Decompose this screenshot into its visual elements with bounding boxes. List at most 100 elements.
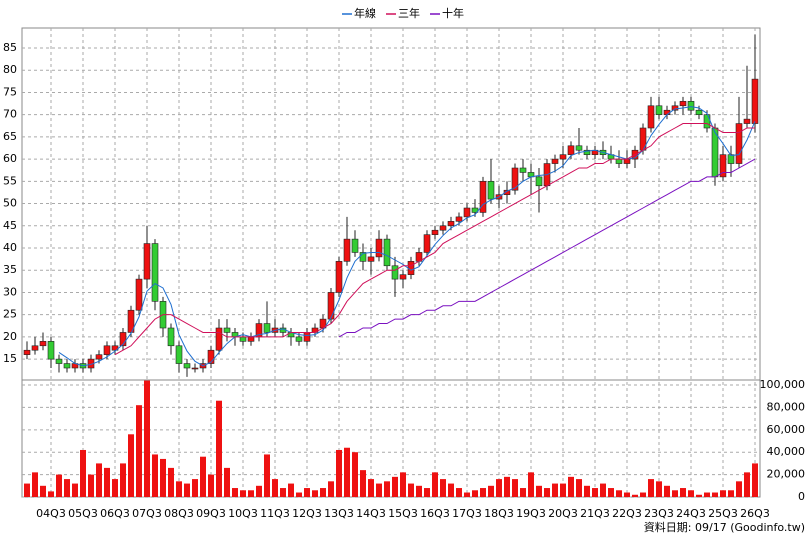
candle-body — [183, 363, 191, 369]
y-tick-label: 40 — [3, 241, 17, 254]
y-tick-label: 75 — [3, 85, 17, 98]
candle-body — [679, 101, 687, 107]
volume-bar — [184, 483, 190, 497]
y-tick-label: 15 — [3, 352, 17, 365]
volume-bar — [432, 472, 438, 497]
candle-body — [391, 265, 399, 280]
candle-body — [383, 238, 391, 267]
y-tick-label: 70 — [3, 108, 17, 121]
candle-body — [567, 145, 575, 155]
volume-bar — [728, 490, 734, 497]
volume-bar — [672, 490, 678, 497]
volume-bar — [256, 485, 262, 497]
volume-bar — [600, 483, 606, 497]
volume-bar — [48, 491, 54, 497]
volume-bar — [248, 490, 254, 497]
candle-body — [31, 345, 39, 351]
candle-body — [463, 207, 471, 218]
volume-bar — [152, 454, 158, 497]
volume-bar — [312, 490, 318, 497]
volume-bar — [496, 479, 502, 497]
volume-bar — [712, 492, 718, 497]
legend-label: 年線 — [354, 6, 376, 20]
volume-bar — [552, 483, 558, 497]
volume-bar — [104, 467, 110, 497]
volume-bar — [160, 458, 166, 497]
y-tick-label: 50 — [3, 197, 17, 210]
candle-body — [215, 327, 223, 351]
candle-body — [487, 181, 495, 200]
candle-body — [335, 261, 343, 293]
volume-bar — [480, 488, 486, 497]
volume-bar — [304, 488, 310, 497]
volume-bar — [752, 463, 758, 497]
volume-bar — [504, 476, 510, 497]
candle-body — [431, 229, 439, 235]
candle-body — [743, 118, 751, 124]
volume-bar — [208, 474, 214, 497]
volume-bar — [112, 479, 118, 497]
legend-label: 三年 — [398, 6, 420, 20]
volume-bar — [488, 485, 494, 497]
candle-body — [343, 238, 351, 262]
candle-body — [119, 332, 127, 347]
volume-bar — [688, 490, 694, 497]
volume-bar — [704, 492, 710, 497]
volume-bar — [64, 479, 70, 497]
candle-body — [367, 256, 375, 262]
candle-body — [191, 367, 199, 370]
candle-body — [143, 243, 151, 280]
x-tick-label: 20Q3 — [548, 507, 578, 520]
y-tick-label: 20 — [3, 330, 17, 343]
volume-bar — [584, 485, 590, 497]
candle-body — [63, 363, 71, 369]
candle-body — [551, 158, 559, 164]
y2-tick-label: 40,000 — [767, 445, 806, 458]
candle-body — [623, 158, 631, 164]
volume-bar — [408, 483, 414, 497]
ma-line — [338, 158, 756, 338]
volume-bar — [392, 476, 398, 497]
x-tick-label: 22Q3 — [612, 507, 642, 520]
volume-bar — [440, 479, 446, 497]
candle-body — [719, 154, 727, 178]
footnote: 資料日期: 09/17 (Goodinfo.tw) — [644, 520, 805, 534]
candle-body — [207, 349, 215, 364]
volume-bar — [144, 380, 150, 497]
candle-body — [23, 349, 31, 355]
x-tick-label: 26Q3 — [740, 507, 770, 520]
volume-bar — [200, 456, 206, 497]
candle-body — [295, 336, 303, 342]
candle-body — [735, 123, 743, 164]
x-tick-label: 13Q3 — [324, 507, 354, 520]
candle-body — [575, 145, 583, 151]
candle-body — [519, 167, 527, 173]
candle-body — [695, 109, 703, 115]
volume-bar — [32, 472, 38, 497]
ma-line — [114, 123, 755, 356]
candle-body — [375, 238, 383, 258]
y2-tick-label: 60,000 — [767, 423, 806, 436]
volume-bar — [336, 449, 342, 497]
candle-body — [647, 105, 655, 129]
volume-bar — [656, 481, 662, 497]
candle-body — [479, 181, 487, 213]
y-tick-label: 35 — [3, 263, 17, 276]
y2-tick-label: 80,000 — [767, 400, 806, 413]
volume-bar — [616, 490, 622, 497]
candle-body — [583, 149, 591, 155]
volume-bar — [568, 476, 574, 497]
y-tick-label: 55 — [3, 174, 17, 187]
volume-bar — [96, 463, 102, 497]
volume-bar — [640, 492, 646, 497]
volume-bar — [520, 488, 526, 497]
volume-bar — [456, 488, 462, 497]
volume-bar — [272, 479, 278, 497]
y-tick-label: 80 — [3, 63, 17, 76]
candle-body — [327, 292, 335, 320]
candle-body — [655, 105, 663, 115]
volume-bar — [648, 479, 654, 497]
candle-body — [95, 354, 103, 360]
x-tick-label: 18Q3 — [484, 507, 514, 520]
volume-bar — [280, 488, 286, 497]
